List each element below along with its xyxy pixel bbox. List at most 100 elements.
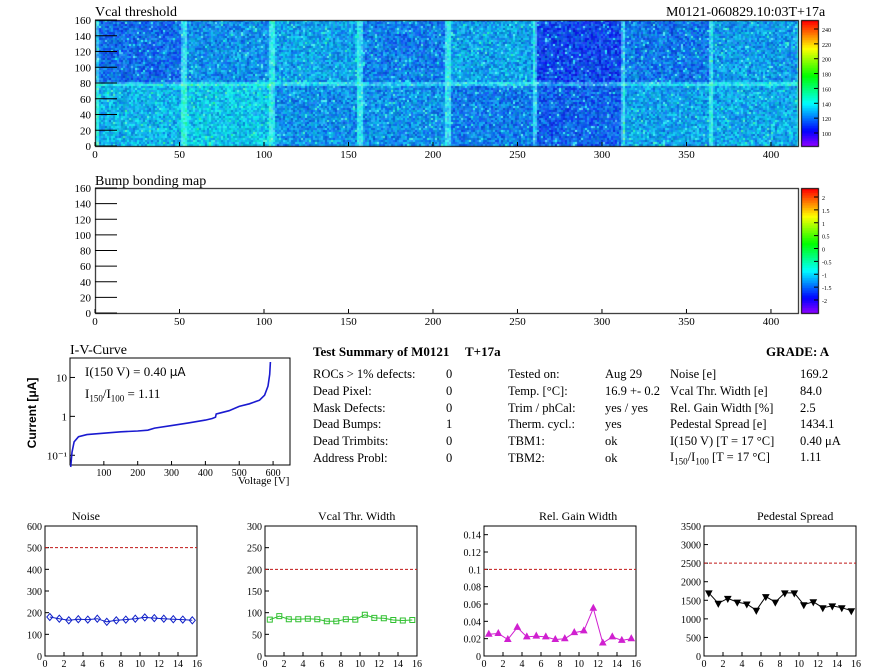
summary-label: Dead Trimbits:	[313, 434, 389, 449]
roc-plot-2-x-tick-label: 12	[374, 659, 384, 670]
roc-plot-1-x-tick-label: 14	[173, 659, 183, 670]
roc-plot-4-title: Pedestal Spread	[757, 509, 833, 523]
roc-plot-4-x-tick-label: 10	[794, 659, 804, 670]
roc-plot-3-y-tick-label: 0.1	[469, 565, 482, 576]
iv-x-tick-label: 500	[232, 468, 247, 479]
vcal-y-tick-label: 0	[86, 141, 92, 153]
module-label: M0121-060829.10:03T+17a	[666, 5, 826, 20]
roc-plot-3-point	[541, 632, 550, 640]
roc-plot-3-y-tick-label: 0.02	[464, 635, 482, 646]
roc-plot-1-y-tick-label: 200	[27, 609, 42, 620]
roc-plot-3-point	[589, 603, 598, 611]
summary-label: Tested on:	[508, 367, 560, 381]
summary-label: ROCs > 1% defects:	[313, 367, 416, 381]
vcal-x-tick-label: 150	[340, 149, 357, 161]
roc-plot-2-x-tick-label: 8	[339, 659, 344, 670]
bump-y-tick-label: 40	[80, 277, 92, 289]
roc-plot-2-point	[342, 616, 349, 623]
roc-plot-1-x-tick-label: 12	[154, 659, 164, 670]
roc-plot-4-point	[714, 600, 723, 608]
iv-x-tick-label: 400	[198, 468, 213, 479]
vcal-y-tick-label: 80	[80, 78, 92, 90]
roc-plot-3-x-tick-label: 0	[482, 659, 487, 670]
summary-label: Trim / phCal:	[508, 400, 576, 415]
roc-plot-3-x-tick-label: 6	[539, 659, 544, 670]
roc-plot-3-point	[522, 632, 531, 640]
bump-z-tick-label: 1	[822, 222, 825, 228]
roc-plot-2-point	[380, 615, 387, 622]
bump-z-tick-label: -1.5	[822, 286, 832, 292]
roc-plot-4-point	[809, 599, 818, 607]
roc-plot-2-title: Vcal Thr. Width	[318, 509, 395, 523]
roc-plot-3-x-tick-label: 2	[501, 659, 506, 670]
bump-y-tick-label: 120	[75, 214, 92, 226]
bump-x-tick-label: 150	[340, 316, 357, 328]
bump-z-tick-label: 0	[822, 248, 825, 254]
roc-plot-1-point	[122, 615, 130, 624]
roc-plot-4-x-tick-label: 8	[778, 659, 783, 670]
roc-plot-3-y-tick-label: 0.04	[464, 617, 482, 628]
roc-plot-1-y-tick-label: 300	[27, 587, 42, 598]
summary-value: ok	[605, 451, 618, 465]
roc-plot-4-x-tick-label: 4	[740, 659, 745, 670]
roc-plot-4-x-tick-label: 14	[832, 659, 842, 670]
roc-plot-1-x-tick-label: 8	[119, 659, 124, 670]
vcal-x-tick-label: 250	[509, 149, 526, 161]
roc-plot-4-point	[771, 599, 780, 607]
summary-value: yes	[605, 417, 622, 432]
bump-x-tick-label: 200	[425, 316, 442, 328]
iv-title: I-V-Curve	[70, 343, 128, 358]
summary-title: Test Summary of M0121	[313, 344, 450, 359]
summary-value: Aug 29	[605, 367, 643, 381]
roc-plot-2-point	[399, 617, 406, 624]
summary-value: 1434.1	[800, 417, 835, 432]
roc-plot-2-y-tick-label: 200	[247, 565, 262, 576]
vcal-z-tick-label: 140	[822, 102, 831, 108]
roc-plot-1-point	[74, 614, 82, 624]
roc-plot-4-frame	[703, 525, 857, 657]
vcal-z-tick-label: 180	[822, 73, 831, 79]
bump-z-tick-label: 0.5	[822, 235, 830, 241]
roc-plot-2-x-tick-label: 10	[355, 659, 365, 670]
bump-x-tick-label: 350	[678, 316, 695, 328]
roc-plot-4-point	[761, 594, 770, 602]
roc-plot-4-point	[799, 602, 808, 610]
roc-plot-2-point	[371, 614, 378, 621]
summary-label: Therm. cycl.:	[508, 417, 575, 432]
vcal-z-tick-label: 200	[822, 58, 831, 64]
roc-plot-1-point	[160, 614, 168, 623]
roc-plot-1-point	[84, 615, 92, 624]
summary-grade: GRADE: A	[766, 344, 830, 359]
roc-plot-1-point	[188, 616, 196, 625]
roc-plot-3-x-tick-label: 14	[612, 659, 622, 670]
iv-x-tick-label: 100	[96, 468, 111, 479]
roc-plot-4-x-tick-label: 16	[851, 659, 861, 670]
roc-plot-2-point	[409, 617, 416, 623]
vcal-y-tick-label: 60	[80, 94, 92, 106]
vcal-x-tick-label: 400	[763, 149, 780, 161]
vcal-y-tick-label: 160	[75, 15, 92, 27]
roc-plot-4-x-tick-label: 6	[759, 659, 764, 670]
iv-xlabel: Voltage [V]	[238, 475, 290, 487]
summary-value: 0	[446, 383, 453, 398]
roc-plot-4-point	[733, 599, 742, 607]
vcal-z-tick-label: 220	[822, 43, 831, 49]
bump-y-tick-label: 140	[75, 199, 92, 211]
roc-plot-3-x-tick-label: 16	[631, 659, 641, 670]
roc-plot-3-y-tick-label: 0.14	[464, 531, 482, 542]
roc-plot-1-frame	[44, 525, 198, 657]
vcal-y-tick-label: 40	[80, 110, 92, 122]
vcal-y-tick-label: 20	[80, 125, 92, 137]
roc-plot-1-series-line	[49, 616, 193, 623]
iv-x-tick-label: 200	[130, 468, 145, 479]
bump-y-tick-label: 80	[80, 246, 92, 258]
roc-plot-4-x-tick-label: 12	[813, 659, 823, 670]
roc-plot-3-series-line	[488, 606, 632, 644]
bump-z-tick-label: 2	[822, 196, 825, 202]
roc-plot-2-point	[352, 616, 359, 623]
vcal-map-title: Vcal threshold	[95, 5, 178, 20]
iv-y-tick-label: 10	[56, 372, 68, 384]
roc-plot-4-point	[818, 605, 827, 613]
roc-plot-2-point	[295, 616, 302, 623]
roc-plot-2-frame	[264, 525, 418, 657]
